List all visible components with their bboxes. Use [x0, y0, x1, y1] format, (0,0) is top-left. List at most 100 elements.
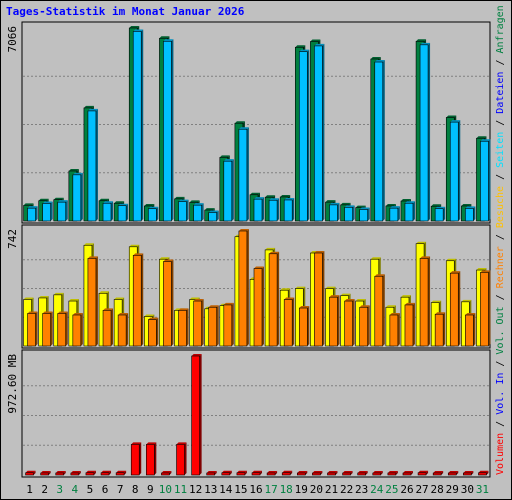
bar-side: [139, 442, 142, 475]
bar-top: [148, 206, 159, 209]
bar-top: [402, 471, 413, 473]
bar-top: [280, 288, 291, 291]
bar-top: [359, 207, 370, 210]
day-label: 28: [431, 483, 444, 496]
bar-top: [178, 199, 189, 202]
bar-side: [231, 159, 234, 221]
bar-top: [465, 206, 476, 209]
bar-top: [370, 257, 381, 260]
bar-top: [435, 312, 446, 315]
bar-volumen-day-9: [146, 444, 155, 476]
panel-3: 972.60 MB: [6, 349, 491, 478]
bar-side: [65, 200, 68, 221]
bar-top: [374, 60, 385, 63]
bar-side: [382, 274, 385, 346]
bar-top: [189, 200, 200, 203]
bar-side: [458, 120, 461, 221]
bar-top: [148, 317, 159, 320]
day-label: 18: [280, 483, 293, 496]
bar-top: [103, 308, 114, 311]
bar-top: [114, 297, 125, 300]
bar-top: [131, 442, 142, 445]
right-legend: Volumen / Vol. In / Vol. Out / Rechner /…: [495, 5, 506, 475]
bar-volumen-day-8: [130, 444, 140, 476]
panel-max-label: 7066: [6, 26, 19, 53]
bar-top: [476, 268, 487, 271]
bar-side: [441, 471, 444, 475]
bar-volumen-day-16: [251, 472, 261, 476]
bar-rechner-day-20: [314, 252, 323, 347]
bar-top: [236, 470, 247, 473]
bar-top: [265, 195, 276, 198]
day-label: 30: [461, 483, 474, 496]
bar-side: [335, 471, 338, 475]
bar-side: [443, 312, 446, 346]
bar-dateien-day-15: [238, 128, 248, 222]
legend-part: Vol. In: [495, 373, 506, 415]
bar-rechner-day-8: [132, 255, 142, 347]
day-label: 19: [295, 483, 308, 496]
day-label: 10: [159, 483, 172, 496]
bar-top: [219, 155, 230, 158]
bar-top: [314, 43, 325, 46]
legend-part: Rechner: [495, 246, 506, 288]
bar-dateien-day-8: [132, 31, 142, 222]
bar-top: [87, 108, 98, 111]
day-label: 9: [147, 483, 154, 496]
bar-dateien-day-23: [359, 209, 368, 222]
bar-top: [344, 299, 355, 302]
day-label: 14: [219, 483, 233, 496]
bar-volumen-day-31: [478, 472, 487, 476]
bar-dateien-day-7: [117, 205, 127, 222]
bar-dateien-day-21: [329, 204, 338, 222]
bar-top: [312, 471, 323, 473]
bar-side: [126, 313, 129, 346]
bar-side: [109, 470, 112, 475]
bar-volumen-day-1: [25, 472, 34, 476]
bar-top: [310, 39, 321, 42]
bar-dateien-day-14: [223, 160, 233, 222]
bar-side: [201, 299, 204, 346]
bar-rechner-day-24: [374, 275, 384, 347]
bar-side: [443, 206, 446, 221]
bar-top: [446, 258, 457, 261]
bar-top: [418, 470, 429, 473]
bar-side: [307, 49, 310, 221]
bar-side: [262, 266, 264, 346]
bar-rechner-day-17: [268, 253, 278, 347]
bar-volumen-day-6: [100, 472, 110, 476]
bar-side: [214, 471, 217, 475]
bar-rechner-day-25: [389, 314, 399, 347]
bar-side: [471, 471, 474, 475]
bar-side: [141, 253, 144, 346]
day-label: 13: [204, 483, 217, 496]
bar-dateien-day-19: [298, 51, 308, 222]
day-label: 20: [310, 483, 323, 496]
bar-top: [191, 354, 202, 356]
bar-dateien-day-10: [163, 40, 172, 222]
bar-dateien-day-31: [480, 140, 489, 222]
bar-rechner-day-14: [223, 304, 233, 347]
bar-side: [156, 317, 159, 346]
bar-top: [254, 197, 264, 200]
chart-title: Tages-Statistik im Monat Januar 2026: [6, 5, 245, 18]
bar-top: [42, 201, 53, 204]
bar-top: [238, 127, 249, 130]
bar-top: [400, 199, 411, 202]
bar-top: [450, 120, 461, 123]
bar-top: [480, 139, 491, 142]
bar-top: [129, 26, 140, 28]
bar-top: [433, 471, 444, 473]
bar-side: [337, 202, 340, 221]
bar-rechner-day-19: [298, 307, 308, 347]
bar-side: [262, 197, 264, 221]
bar-top: [118, 203, 129, 206]
bar-side: [63, 471, 66, 475]
day-label: 29: [446, 483, 459, 496]
day-label: 17: [264, 483, 277, 496]
bar-side: [307, 306, 310, 346]
day-label: 25: [385, 483, 398, 496]
bar-side: [48, 471, 51, 475]
bar-top: [252, 470, 262, 473]
